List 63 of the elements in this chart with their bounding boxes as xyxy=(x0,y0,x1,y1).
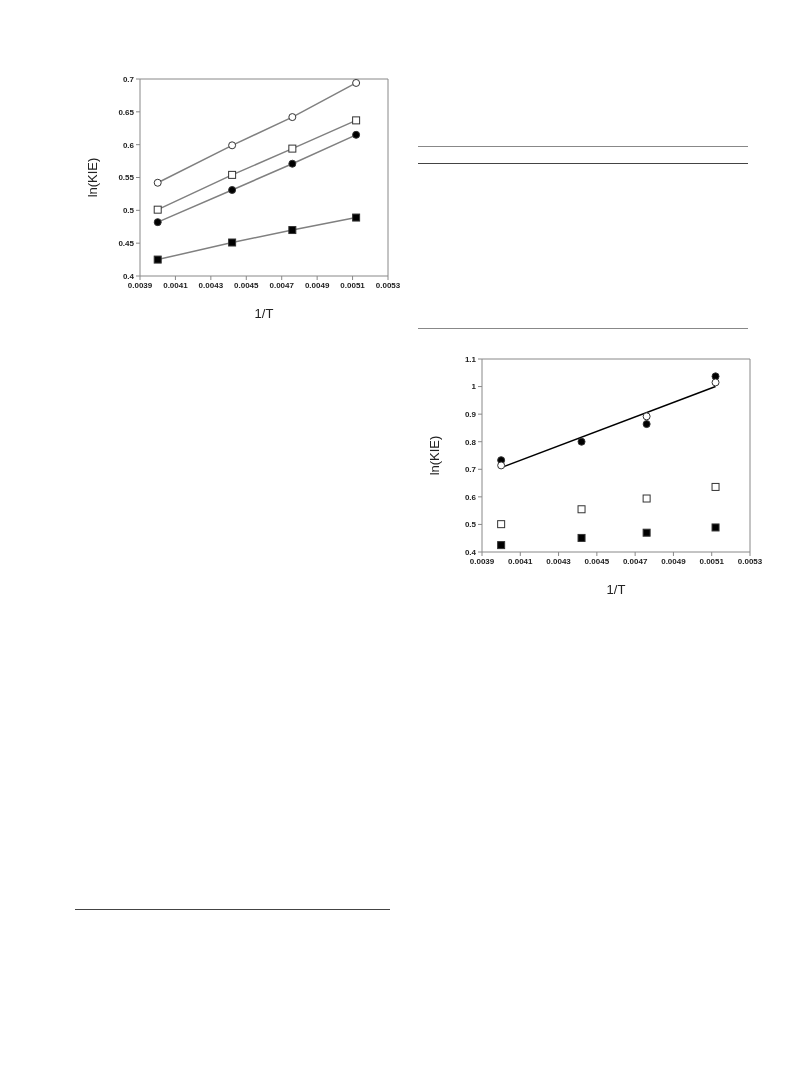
x-tick-label: 0.0049 xyxy=(304,280,330,290)
point xyxy=(288,144,297,153)
x-tick-label: 0.0049 xyxy=(661,556,687,566)
x-tick-label: 0.0051 xyxy=(340,280,366,290)
x-tick-label: 0.0047 xyxy=(622,556,648,566)
y-tick-label: 0.55 xyxy=(118,173,135,183)
point xyxy=(352,213,361,222)
point xyxy=(153,178,162,187)
point xyxy=(288,113,297,122)
y-axis-title: ln(KIE) xyxy=(426,435,442,476)
point xyxy=(577,437,586,446)
point xyxy=(642,528,651,537)
point xyxy=(288,226,297,235)
point xyxy=(642,494,651,503)
y-tick-label: 0.6 xyxy=(464,492,477,502)
x-axis-title: 1/T xyxy=(254,306,274,321)
point xyxy=(711,482,720,491)
y-tick-label: 0.7 xyxy=(464,465,477,475)
y-axis-title: ln(KIE) xyxy=(84,157,100,198)
x-tick-label: 0.0041 xyxy=(163,280,189,290)
x-tick-label: 0.0051 xyxy=(699,556,725,566)
point xyxy=(497,520,506,529)
y-tick-label: 0.4 xyxy=(122,271,135,281)
x-tick-label: 0.0047 xyxy=(269,280,295,290)
y-tick-label: 1 xyxy=(471,382,477,392)
x-tick-label: 0.0043 xyxy=(546,556,572,566)
y-tick-label: 0.6 xyxy=(122,140,135,150)
point xyxy=(497,541,506,550)
point xyxy=(711,523,720,532)
point xyxy=(642,420,651,429)
x-tick-label: 0.0041 xyxy=(508,556,534,566)
y-tick-label: 0.7 xyxy=(122,74,135,84)
point xyxy=(228,185,237,194)
x-tick-label: 0.0043 xyxy=(198,280,224,290)
point xyxy=(577,505,586,514)
x-tick-label: 0.0039 xyxy=(469,556,495,566)
x-axis-title: 1/T xyxy=(606,582,626,597)
point xyxy=(153,205,162,214)
point xyxy=(352,130,361,139)
y-tick-label: 0.8 xyxy=(464,437,477,447)
point xyxy=(228,238,237,247)
y-tick-label: 0.65 xyxy=(118,107,135,117)
y-tick-label: 1.1 xyxy=(464,354,477,364)
point xyxy=(497,461,506,470)
point xyxy=(153,218,162,227)
point xyxy=(228,141,237,150)
point xyxy=(352,116,361,125)
y-tick-label: 0.5 xyxy=(464,520,477,530)
point xyxy=(352,79,361,87)
point xyxy=(288,159,297,168)
y-tick-label: 0.45 xyxy=(118,239,135,249)
y-tick-label: 0.9 xyxy=(464,409,477,419)
y-tick-label: 0.4 xyxy=(464,547,477,557)
point xyxy=(153,255,162,264)
x-tick-label: 0.0053 xyxy=(375,280,401,290)
x-tick-label: 0.0053 xyxy=(737,556,763,566)
x-tick-label: 0.0045 xyxy=(584,556,610,566)
x-tick-label: 0.0045 xyxy=(234,280,260,290)
x-tick-label: 0.0039 xyxy=(127,280,153,290)
point xyxy=(711,378,720,387)
point xyxy=(228,170,237,179)
point xyxy=(577,533,586,542)
y-tick-label: 0.5 xyxy=(122,206,135,216)
